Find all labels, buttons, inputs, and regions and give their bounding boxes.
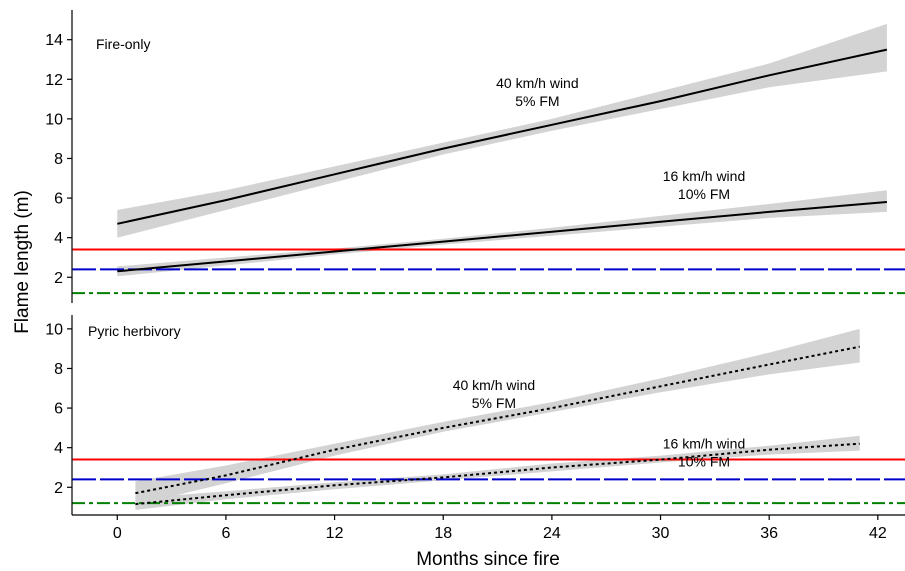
annotation-label: 16 km/h wind 10% FM	[663, 436, 745, 470]
y-tick-label: 6	[54, 401, 63, 418]
x-tick-label: 12	[326, 525, 344, 542]
y-tick-label: 10	[45, 111, 63, 128]
annotation-label: 40 km/h wind 5% FM	[496, 75, 578, 109]
confidence-ribbon-1	[117, 190, 887, 277]
annotation-line: 10% FM	[678, 454, 730, 470]
panel-label-pyric-herbivory: Pyric herbivory	[88, 323, 181, 339]
y-tick-label: 2	[54, 480, 63, 497]
x-tick-label: 36	[760, 525, 778, 542]
annotation-line: 5% FM	[515, 93, 559, 109]
confidence-ribbon-1	[135, 435, 860, 510]
confidence-ribbon-0	[135, 328, 860, 506]
series-line-1	[117, 201, 887, 273]
annotation-label: 40 km/h wind 5% FM	[453, 377, 535, 411]
y-tick-label: 2	[54, 270, 63, 287]
y-tick-label: 8	[54, 361, 63, 378]
x-axis-title: Months since fire	[416, 549, 560, 570]
y-axis-title: Flame length (m)	[12, 190, 33, 334]
confidence-ribbon-0	[117, 23, 887, 238]
annotation-line: 10% FM	[678, 186, 730, 202]
series-line-0	[117, 48, 888, 225]
x-tick-label: 6	[221, 525, 230, 542]
annotation-line: 16 km/h wind	[663, 436, 745, 452]
y-tick-label: 4	[54, 440, 63, 457]
y-tick-label: 14	[45, 32, 63, 49]
x-tick-label: 18	[434, 525, 452, 542]
annotation-line: 40 km/h wind	[496, 75, 578, 91]
annotation-line: 16 km/h wind	[663, 168, 745, 184]
x-tick-label: 42	[869, 525, 887, 542]
x-tick-label: 30	[652, 525, 670, 542]
y-tick-label: 10	[45, 321, 63, 338]
annotation-line: 5% FM	[472, 395, 516, 411]
series-line-1	[135, 442, 860, 506]
annotation-label: 16 km/h wind 10% FM	[663, 168, 745, 202]
panel-label-fire-only: Fire-only	[96, 36, 150, 52]
annotation-line: 40 km/h wind	[453, 377, 535, 393]
y-tick-label: 12	[45, 72, 63, 89]
y-tick-label: 6	[54, 191, 63, 208]
y-tick-label: 8	[54, 151, 63, 168]
x-tick-label: 0	[113, 525, 122, 542]
x-tick-label: 24	[543, 525, 561, 542]
y-tick-label: 4	[54, 230, 63, 247]
series-line-0	[135, 345, 860, 495]
